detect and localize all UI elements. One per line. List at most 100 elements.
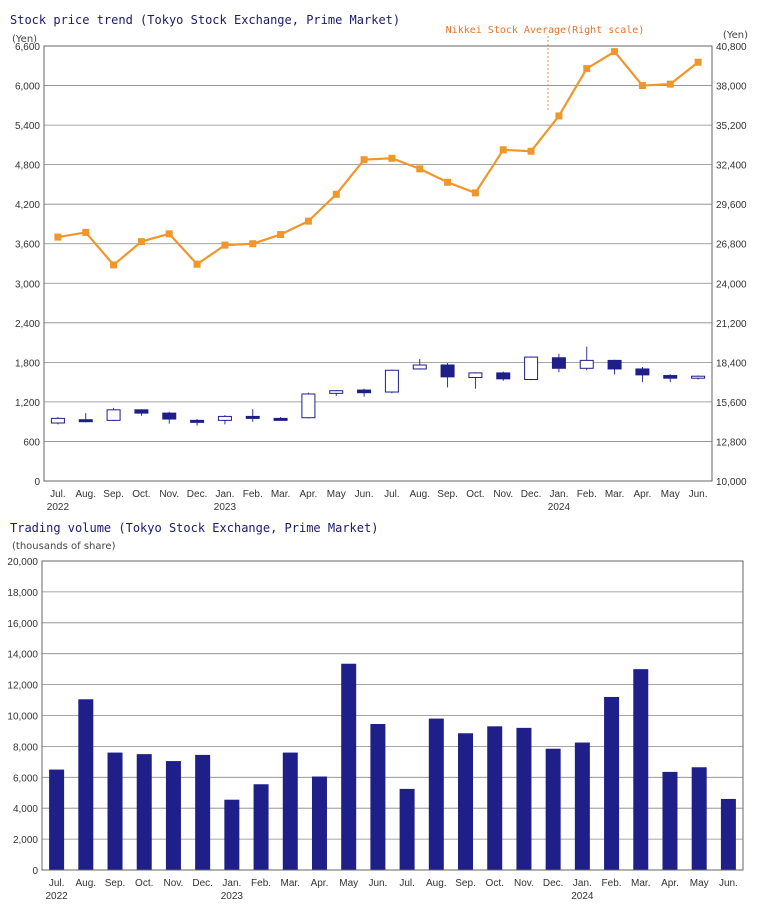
volume-bar <box>516 727 532 870</box>
volume-bar <box>195 754 211 870</box>
price-y-tick-label: 1,200 <box>15 398 40 409</box>
volume-x-tick-label: May <box>339 878 358 889</box>
price-right-tick-label: 26,800 <box>716 240 747 251</box>
volume-y-axis-ticks: 0 2,000 4,000 6,000 8,000 10,000 12,000 14,000 1… <box>7 557 38 877</box>
candle-body-up <box>329 390 344 394</box>
volume-x-tick-label: Feb. <box>251 878 271 889</box>
volume-x-tick-label: Apr. <box>311 878 329 889</box>
price-right-axis-ticks: 10,000 12,800 15,600 18,400 21,200 24,000 26,8… <box>716 42 747 488</box>
candle-body-up <box>579 359 594 369</box>
nikkei-point <box>193 260 201 268</box>
volume-x-tick-label: Aug. <box>76 878 97 889</box>
volume-bar <box>224 799 240 870</box>
volume-year-label: 2024 <box>571 891 594 902</box>
volume-bars <box>49 663 736 870</box>
candle-body-down <box>78 419 93 423</box>
volume-bar <box>370 723 386 870</box>
price-y-tick-label: 6,600 <box>15 42 40 53</box>
volume-bar <box>165 761 181 870</box>
price-x-tick-label: Sep. <box>437 489 458 500</box>
nikkei-series-label: Nikkei Stock Average(Right scale) <box>446 25 645 36</box>
volume-bar <box>574 742 590 870</box>
volume-y-tick-label: 2,000 <box>13 835 38 846</box>
candle-body-up <box>412 364 427 370</box>
price-y-tick-label: 3,600 <box>15 240 40 251</box>
volume-x-tick-label: Jul. <box>399 878 415 889</box>
candle-body-down <box>162 412 177 420</box>
volume-x-tick-label: Sep. <box>455 878 476 889</box>
volume-bar <box>428 718 444 870</box>
nikkei-point <box>360 156 368 164</box>
candle-body-down <box>635 368 650 376</box>
candle-body-up <box>217 415 232 421</box>
price-x-tick-label: Aug. <box>75 489 96 500</box>
candle-body-down <box>496 372 511 380</box>
volume-x-tick-label: Oct. <box>486 878 504 889</box>
price-right-tick-label: 12,800 <box>716 437 747 448</box>
nikkei-point <box>54 233 62 241</box>
nikkei-point <box>82 228 90 236</box>
volume-x-tick-label: Feb. <box>602 878 622 889</box>
volume-x-tick-label: Oct. <box>135 878 153 889</box>
volume-bar <box>399 788 415 870</box>
volume-plot-frame <box>41 560 744 871</box>
price-y-tick-label: 3,000 <box>15 279 40 290</box>
nikkei-point <box>611 48 619 56</box>
volume-y-tick-label: 16,000 <box>7 619 38 630</box>
price-y-tick-label: 4,200 <box>15 200 40 211</box>
volume-y-tick-label: 10,000 <box>7 712 38 723</box>
price-x-tick-label: Mar. <box>271 489 290 500</box>
price-right-tick-label: 35,200 <box>716 121 747 132</box>
price-x-tick-label: Aug. <box>409 489 430 500</box>
volume-y-tick-label: 12,000 <box>7 681 38 692</box>
volume-x-tick-label: May <box>690 878 709 889</box>
volume-x-tick-label: Apr. <box>661 878 679 889</box>
volume-bar <box>49 769 65 870</box>
nikkei-line <box>57 50 699 267</box>
price-x-tick-label: Oct. <box>132 489 150 500</box>
volume-x-tick-label: Jun. <box>719 878 738 889</box>
nikkei-point <box>332 190 340 198</box>
price-year-label: 2023 <box>214 502 237 513</box>
price-x-tick-label: Dec. <box>187 489 208 500</box>
volume-y-tick-label: 8,000 <box>13 742 38 753</box>
price-y-axis-ticks: 0 600 1,200 1,800 2,400 3,000 3,600 4,200 4,800 5… <box>15 42 40 488</box>
price-y-tick-label: 1,800 <box>15 358 40 369</box>
candle-body-down <box>607 359 622 370</box>
nikkei-point <box>110 261 118 269</box>
nikkei-point <box>471 189 479 197</box>
candle-body-up <box>691 375 706 379</box>
candle-body-down <box>551 357 566 369</box>
volume-x-tick-label: Jan. <box>222 878 241 889</box>
price-right-tick-label: 32,400 <box>716 161 747 172</box>
candle-body-up <box>301 393 316 419</box>
volume-y-tick-label: 6,000 <box>13 773 38 784</box>
price-right-tick-label: 29,600 <box>716 200 747 211</box>
volume-x-tick-label: Jan. <box>573 878 592 889</box>
nikkei-point <box>165 230 173 238</box>
volume-y-tick-label: 0 <box>32 866 38 877</box>
price-year-label: 2024 <box>548 502 571 513</box>
price-x-tick-label: Jan. <box>549 489 568 500</box>
price-y-tick-label: 600 <box>23 437 40 448</box>
price-chart: Stock price trend (Tokyo Stock Exchange,… <box>10 13 748 513</box>
nikkei-point <box>499 146 507 154</box>
volume-bar <box>311 776 327 870</box>
nikkei-point <box>638 82 646 90</box>
price-right-tick-label: 18,400 <box>716 358 747 369</box>
nikkei-point <box>527 147 535 155</box>
volume-chart: Trading volume (Tokyo Stock Exchange, Pr… <box>7 521 744 902</box>
price-x-tick-label: Apr. <box>300 489 318 500</box>
candle-body-down <box>134 409 149 414</box>
price-x-tick-label: Nov. <box>493 489 513 500</box>
volume-x-tick-label: Dec. <box>543 878 564 889</box>
price-x-tick-label: May <box>327 489 346 500</box>
price-y-tick-label: 2,400 <box>15 319 40 330</box>
price-x-tick-label: Jun. <box>689 489 708 500</box>
candle-body-up <box>468 372 483 379</box>
volume-x-tick-label: Jun. <box>368 878 387 889</box>
nikkei-point <box>694 58 702 66</box>
price-candles <box>50 346 706 426</box>
volume-bar <box>107 752 123 870</box>
